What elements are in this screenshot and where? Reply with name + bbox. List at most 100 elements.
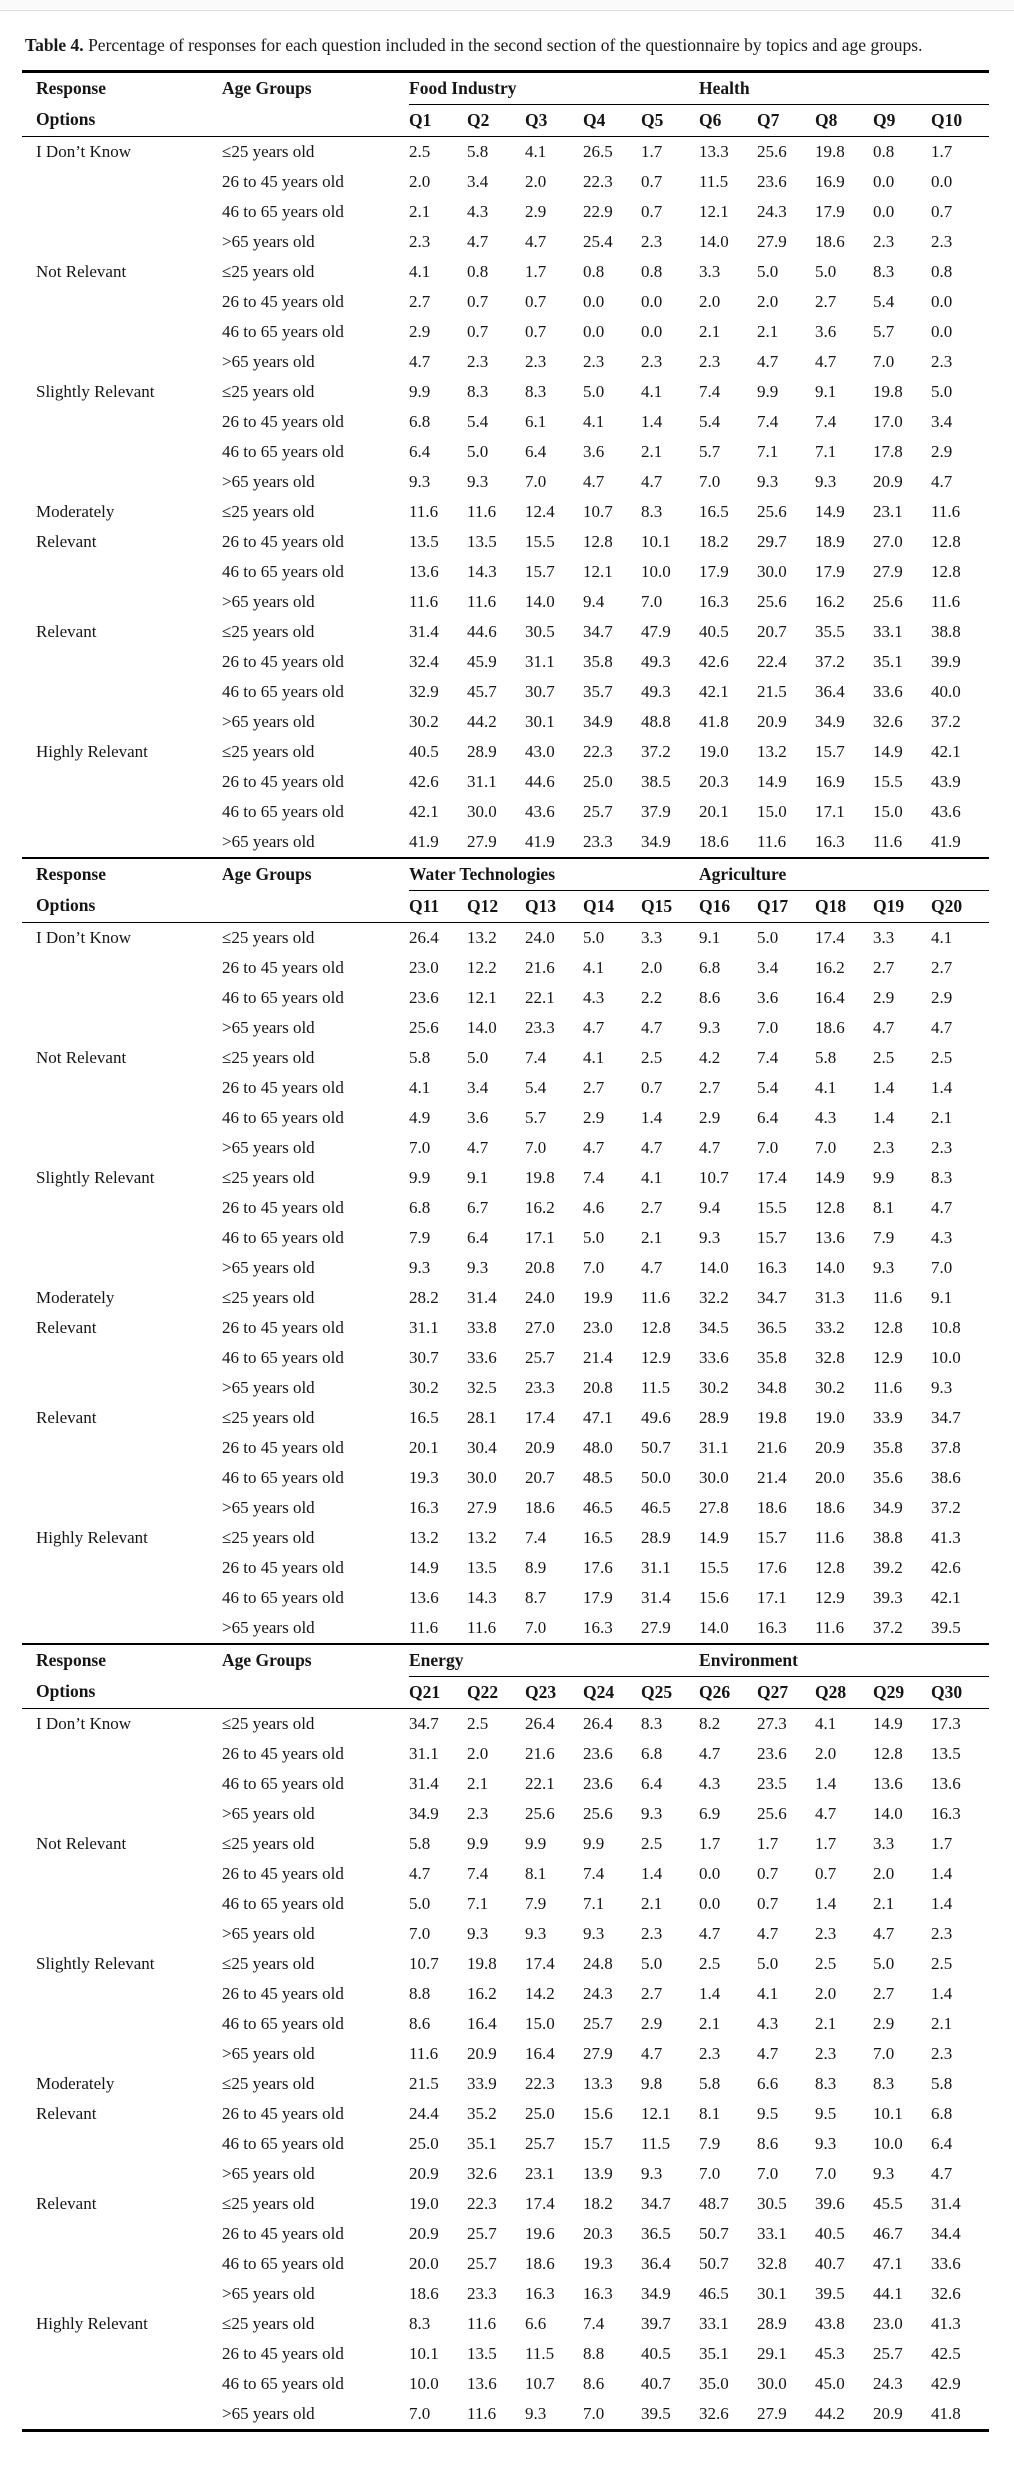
value-cell: 5.0 — [757, 928, 779, 947]
response-option-label: Slightly Relevant — [36, 382, 155, 401]
value-cell: 25.0 — [409, 2134, 439, 2153]
value-cell: 30.7 — [409, 1348, 439, 1367]
table-row: Slightly Relevant ≤25 years old 10.7 19.8 17… — [22, 1949, 989, 1979]
value-cell: 14.9 — [873, 1714, 903, 1733]
value-cell: 41.9 — [409, 832, 439, 851]
value-cell: 10.7 — [583, 502, 613, 521]
question-header: Q7 — [757, 104, 816, 137]
value-cell: 11.6 — [931, 592, 961, 611]
value-cell: 2.1 — [699, 322, 721, 341]
value-cell: 15.5 — [757, 1198, 787, 1217]
age-group-label: ≤25 years old — [222, 2314, 315, 2333]
value-cell: 12.2 — [467, 958, 497, 977]
value-cell: 23.1 — [873, 502, 903, 521]
value-cell: 2.3 — [699, 352, 721, 371]
value-cell: 5.8 — [409, 1048, 431, 1067]
value-cell: 7.9 — [873, 1228, 895, 1247]
value-cell: 2.5 — [641, 1048, 663, 1067]
value-cell: 11.6 — [409, 2044, 439, 2063]
value-cell: 38.8 — [873, 1528, 903, 1547]
value-cell: 2.1 — [931, 1108, 953, 1127]
response-option-label: Slightly Relevant — [36, 1168, 155, 1187]
value-cell: 8.3 — [815, 2074, 837, 2093]
value-cell: 19.0 — [409, 2194, 439, 2213]
value-cell: 6.8 — [931, 2104, 953, 2123]
age-group-label: 26 to 45 years old — [222, 1984, 344, 2003]
table-row: >65 years old 41.9 27.9 41.9 23.3 34.9 18.6 11.… — [22, 827, 989, 858]
value-cell: 4.7 — [873, 1018, 895, 1037]
value-cell: 13.2 — [467, 1528, 497, 1547]
value-cell: 25.7 — [525, 2134, 555, 2153]
value-cell: 12.8 — [641, 1318, 671, 1337]
value-cell: 32.6 — [931, 2284, 961, 2303]
value-cell: 0.8 — [873, 142, 895, 161]
value-cell: 3.4 — [757, 958, 779, 977]
value-cell: 2.3 — [409, 232, 431, 251]
value-cell: 30.0 — [467, 1468, 497, 1487]
value-cell: 7.0 — [873, 352, 895, 371]
value-cell: 36.5 — [641, 2224, 671, 2243]
value-cell: 2.9 — [583, 1108, 605, 1127]
value-cell: 27.9 — [873, 562, 903, 581]
value-cell: 18.6 — [815, 1018, 845, 1037]
age-groups-header: Age Groups — [208, 1643, 409, 1709]
value-cell: 13.6 — [815, 1228, 845, 1247]
value-cell: 2.3 — [815, 1924, 837, 1943]
question-header: Q5 — [641, 104, 700, 137]
value-cell: 5.0 — [641, 1954, 663, 1973]
value-cell: 11.6 — [641, 1288, 671, 1307]
value-cell: 30.5 — [525, 622, 555, 641]
table-row: >65 years old 7.0 11.6 9.3 7.0 39.5 32.6 27.9 44… — [22, 2399, 989, 2431]
value-cell: 9.3 — [931, 1378, 953, 1397]
table-row: 26 to 45 years old 13.5 13.5 15.5 12.8 10.1 18… — [22, 527, 989, 557]
age-group-label: >65 years old — [222, 1924, 315, 1943]
value-cell: 9.9 — [583, 1834, 605, 1853]
value-cell: 45.7 — [467, 682, 497, 701]
value-cell: 0.0 — [931, 172, 953, 191]
question-header: Q4 — [583, 104, 641, 137]
question-header-row: Q11 Q12 Q13 Q14 Q15 Q16 Q17 Q18 Q19 Q20 — [22, 890, 990, 923]
value-cell: 18.2 — [583, 2194, 613, 2213]
table-row: 26 to 45 years old 32.4 45.9 31.1 35.8 49.3 42… — [22, 647, 989, 677]
value-cell: 22.3 — [525, 2074, 555, 2093]
value-cell: 10.1 — [873, 2104, 903, 2123]
table-caption: Table 4. Percentage of responses for eac… — [25, 30, 977, 60]
value-cell: 32.9 — [409, 682, 439, 701]
response-options-header: Response Options — [22, 1643, 208, 1709]
value-cell: 20.9 — [467, 2044, 497, 2063]
value-cell: 19.0 — [699, 742, 729, 761]
value-cell: 32.8 — [815, 1348, 845, 1367]
value-cell: 2.5 — [409, 142, 431, 161]
response-option-label: Moderately Relevant — [36, 502, 115, 551]
value-cell: 49.6 — [641, 1408, 671, 1427]
value-cell: 2.5 — [467, 1714, 489, 1733]
value-cell: 38.8 — [931, 622, 961, 641]
age-group-label: ≤25 years old — [222, 1834, 315, 1853]
value-cell: 8.6 — [757, 2134, 779, 2153]
value-cell: 11.5 — [641, 2134, 671, 2153]
table-row: Not Relevant ≤25 years old 4.1 0.8 1.7 0.8 0.8… — [22, 257, 989, 287]
value-cell: 45.9 — [467, 652, 497, 671]
value-cell: 3.6 — [757, 988, 779, 1007]
value-cell: 4.7 — [641, 1258, 663, 1277]
value-cell: 14.9 — [757, 772, 787, 791]
value-cell: 4.1 — [641, 382, 663, 401]
value-cell: 8.8 — [583, 2344, 605, 2363]
age-group-label: 46 to 65 years old — [222, 1894, 344, 1913]
value-cell: 28.9 — [467, 742, 497, 761]
question-header: Q11 — [409, 890, 467, 923]
value-cell: 34.4 — [931, 2224, 961, 2243]
question-header: Q28 — [815, 1676, 874, 1709]
age-group-label: 46 to 65 years old — [222, 1468, 344, 1487]
value-cell: 2.9 — [873, 2014, 895, 2033]
value-cell: 2.0 — [409, 172, 431, 191]
value-cell: 23.6 — [409, 988, 439, 1007]
value-cell: 2.0 — [641, 958, 663, 977]
age-group-label: >65 years old — [222, 352, 315, 371]
value-cell: 2.5 — [699, 1954, 721, 1973]
value-cell: 4.7 — [815, 1804, 837, 1823]
value-cell: 2.0 — [699, 292, 721, 311]
value-cell: 4.7 — [583, 1138, 605, 1157]
value-cell: 35.8 — [757, 1348, 787, 1367]
value-cell: 2.1 — [641, 1228, 663, 1247]
